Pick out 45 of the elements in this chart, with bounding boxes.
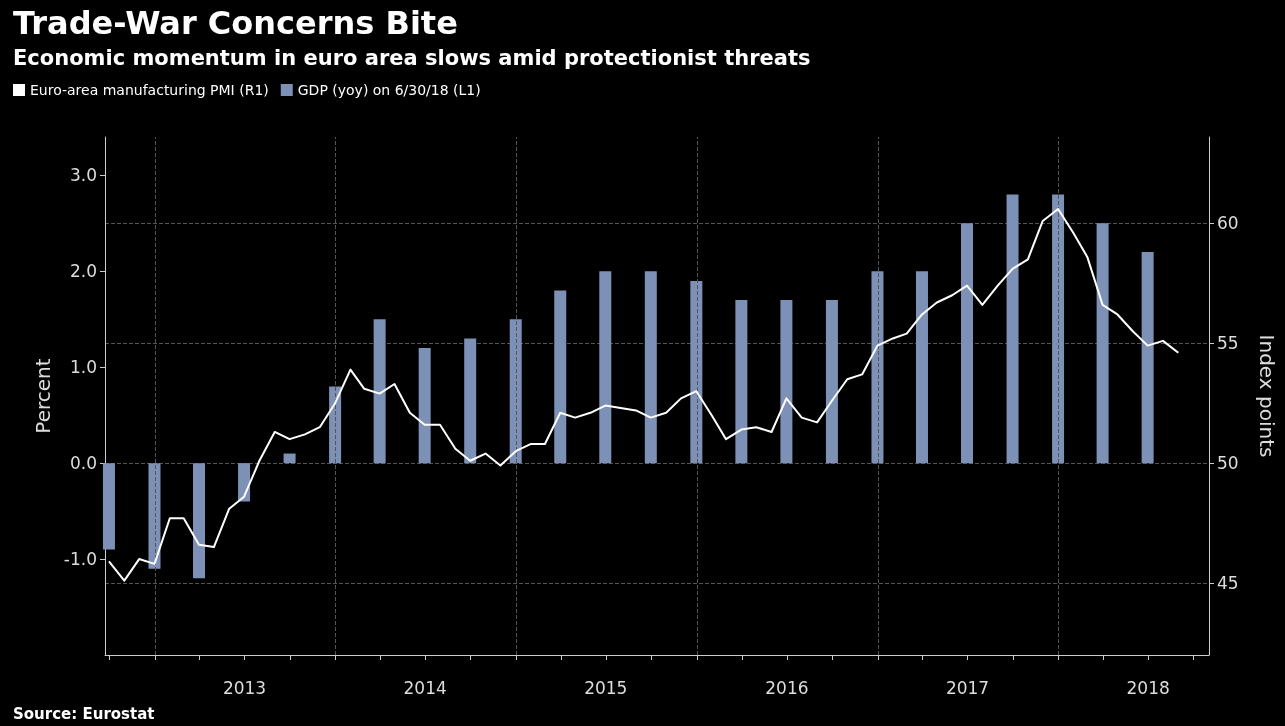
y2-axis-title: Index points [1255,334,1279,458]
y-tick-label: 3.0 [69,165,97,186]
x-tick-label: 2013 [222,677,267,698]
bar [690,280,703,464]
bar [735,300,748,464]
line-series [107,207,1180,582]
bar [825,300,838,464]
chart-subtitle: Economic momentum in euro area slows amid protectionist threats [13,45,811,70]
x-tick-label: 2018 [1126,677,1170,698]
bar [1096,223,1109,464]
bar [1052,194,1065,464]
x-tick-label: 2017 [945,677,990,698]
y-tick-label: 0.0 [69,453,97,474]
y2-tick-label: 50 [1217,453,1239,474]
chart-title: Trade-War Concerns Bite [13,4,458,42]
bar [599,271,612,464]
bar [418,348,431,464]
bar [780,300,793,464]
bar [464,338,477,464]
y2-tick-label: 55 [1217,333,1239,354]
bar [373,319,386,464]
source-note: Source: Eurostat [13,704,155,723]
bar [554,290,567,464]
legend-label: Euro-area manufacturing PMI (R1) [30,82,269,98]
y-axis-title: Percent [30,358,55,434]
bar [915,271,928,464]
bar [283,453,296,464]
y-tick-label: -1.0 [63,549,97,570]
x-tick-label: 2015 [584,677,628,698]
bar [1141,252,1154,464]
x-tick-label: 2014 [403,677,447,698]
y-tick-label: 2.0 [69,261,97,282]
bar [644,271,657,464]
x-tick-label: 2016 [765,677,809,698]
legend-label: GDP (yoy) on 6/30/18 (L1) [297,82,481,98]
y-tick-label: 1.0 [69,357,97,378]
bar [509,319,522,464]
y2-tick-label: 60 [1217,213,1239,234]
y2-tick-label: 45 [1217,573,1239,594]
bar [961,223,974,464]
bar [102,463,115,550]
bar [148,463,161,569]
bar [193,463,206,579]
bar [871,271,884,464]
bar [1006,194,1019,464]
